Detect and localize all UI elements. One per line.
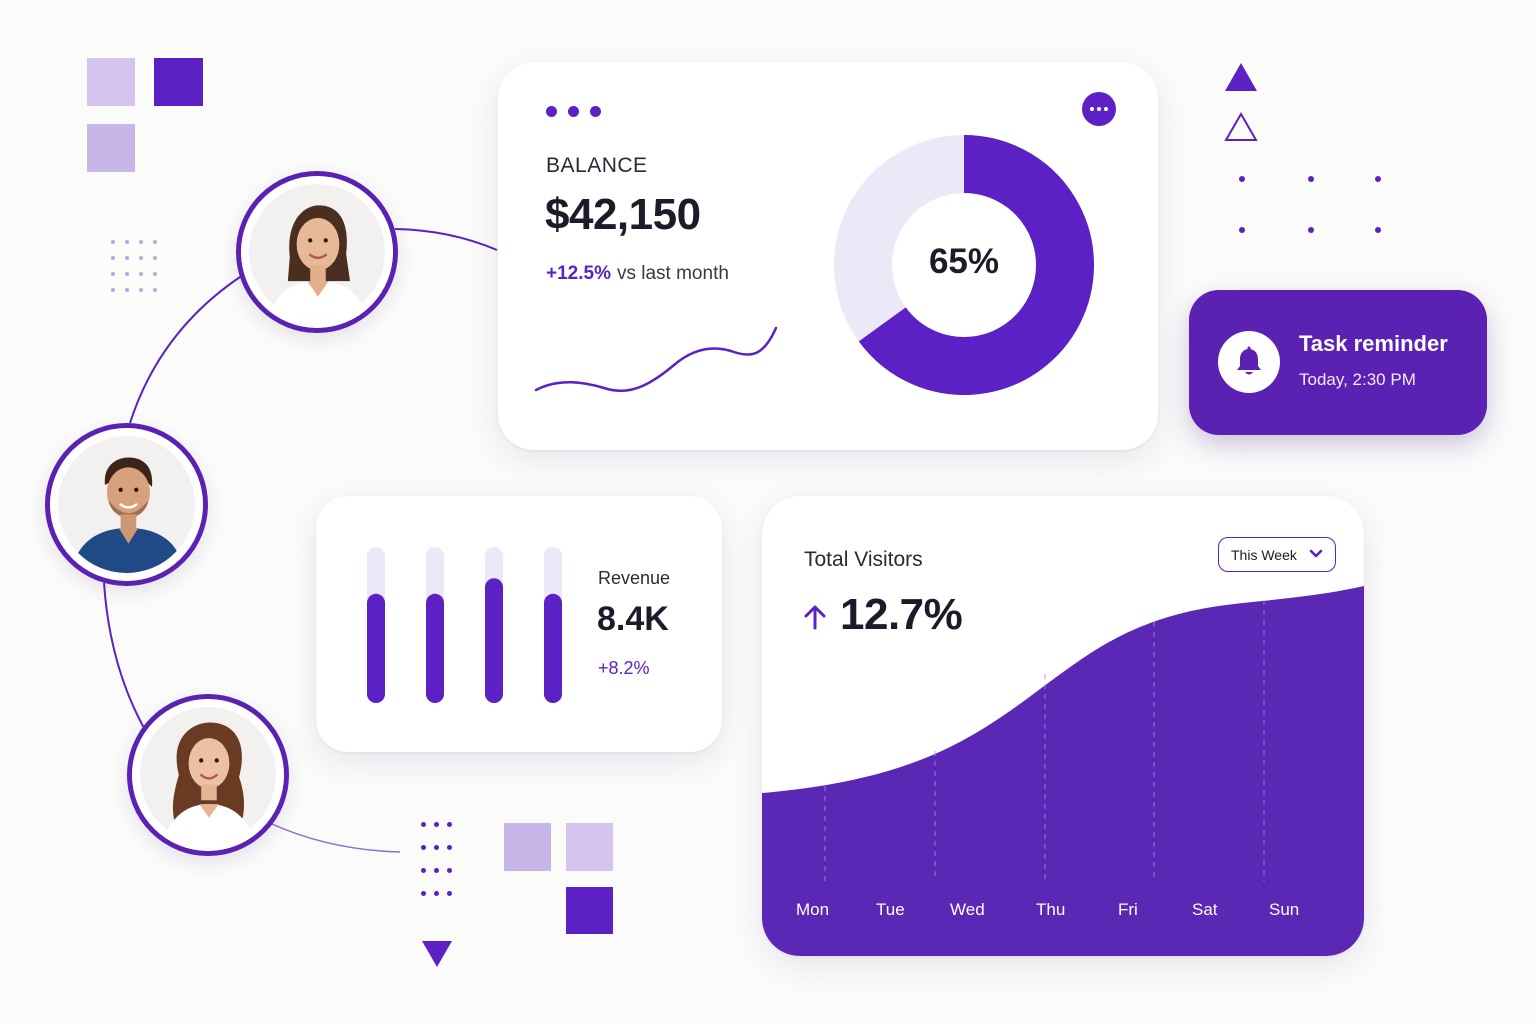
revenue-card: Revenue 8.4K +8.2% bbox=[316, 496, 722, 752]
balance-change-percent: +12.5% bbox=[546, 263, 611, 284]
decor-square-mid bbox=[87, 124, 135, 172]
chevron-down-icon bbox=[1309, 549, 1323, 558]
balance-value: $42,150 bbox=[545, 190, 701, 239]
revenue-bar bbox=[426, 593, 444, 703]
visitors-value: 12.7% bbox=[840, 590, 963, 639]
decor-triangle-down bbox=[422, 941, 452, 967]
decor-dot-grid-bottom bbox=[421, 822, 460, 896]
decor-square-light bbox=[87, 58, 135, 106]
avatar-man-blue-shirt[interactable] bbox=[45, 423, 208, 586]
period-select[interactable]: This Week bbox=[1218, 537, 1336, 572]
bell-icon bbox=[1237, 346, 1261, 375]
balance-card: BALANCE $42,150 +12.5% vs last month 65% bbox=[498, 62, 1158, 450]
decor-square-dark-bottom bbox=[566, 887, 613, 934]
day-label-sun: Sun bbox=[1269, 900, 1300, 919]
card-dots-icon bbox=[546, 106, 601, 117]
day-label-fri: Fri bbox=[1118, 900, 1138, 919]
revenue-change: +8.2% bbox=[598, 658, 650, 678]
balance-change-suffix: vs last month bbox=[616, 263, 729, 284]
revenue-bar bbox=[367, 593, 385, 703]
day-label-mon: Mon bbox=[796, 900, 830, 919]
balance-donut-chart bbox=[834, 135, 1094, 395]
decor-square-light-bottom bbox=[566, 823, 613, 871]
person-man-icon bbox=[50, 428, 203, 581]
task-reminder-card[interactable]: Task reminder Today, 2:30 PM bbox=[1189, 290, 1487, 435]
visitors-area-chart bbox=[762, 586, 1364, 956]
day-label-wed: Wed bbox=[950, 900, 985, 919]
decor-dot-grid bbox=[111, 240, 167, 292]
decor-dots-right bbox=[1239, 176, 1381, 233]
decor-square-mid-bottom bbox=[504, 823, 551, 871]
decor-square-dark bbox=[154, 58, 203, 106]
revenue-bar bbox=[544, 593, 562, 703]
total-visitors-card: Total Visitors 12.7% This Week Mon Tue W… bbox=[762, 496, 1364, 956]
balance-label: BALANCE bbox=[546, 154, 648, 177]
task-time: Today, 2:30 PM bbox=[1299, 370, 1416, 389]
more-options-icon bbox=[1090, 107, 1094, 111]
person-woman-icon bbox=[241, 176, 393, 328]
day-label-tue: Tue bbox=[876, 900, 905, 919]
revenue-bar bbox=[485, 578, 503, 703]
person-woman-long-hair-icon bbox=[132, 699, 284, 851]
day-label-sat: Sat bbox=[1192, 900, 1218, 919]
avatar-woman-long-hair[interactable] bbox=[127, 694, 289, 856]
bell-icon-wrapper bbox=[1218, 331, 1280, 393]
visitors-title: Total Visitors bbox=[804, 548, 923, 571]
day-label-thu: Thu bbox=[1036, 900, 1066, 919]
revenue-value: 8.4K bbox=[597, 600, 669, 638]
revenue-label: Revenue bbox=[598, 568, 671, 588]
avatar-woman-short-hair[interactable] bbox=[236, 171, 398, 333]
revenue-bar-chart bbox=[367, 547, 562, 703]
balance-sparkline bbox=[534, 326, 778, 392]
donut-progress-arc bbox=[858, 135, 1094, 395]
decor-triangle-filled bbox=[1225, 63, 1257, 91]
decor-triangle-outline bbox=[1224, 112, 1258, 141]
more-options-button[interactable] bbox=[1082, 92, 1116, 126]
arrow-up-icon bbox=[804, 605, 826, 630]
donut-percent-label: 65% bbox=[928, 242, 1000, 281]
period-select-value: This Week bbox=[1231, 546, 1297, 563]
task-title: Task reminder bbox=[1299, 331, 1448, 356]
balance-change: +12.5% vs last month bbox=[546, 263, 729, 285]
